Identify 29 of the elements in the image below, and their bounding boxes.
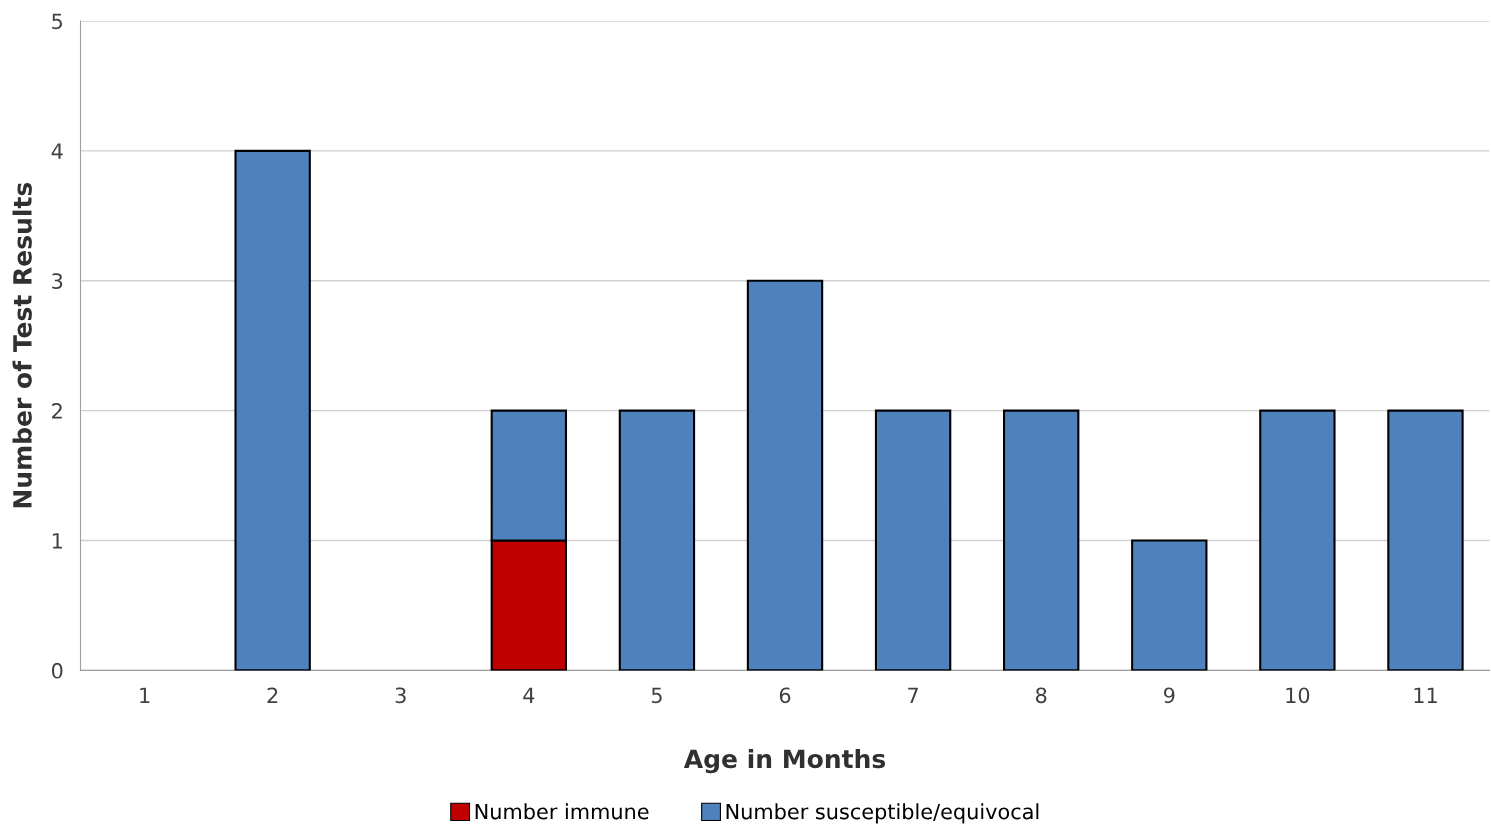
x-tick-label: 9 [1163, 687, 1175, 704]
x-tick-label: 11 [1414, 687, 1437, 703]
x-tick-label: 1 [140, 687, 150, 703]
x-tick-label: 4 [523, 687, 535, 703]
bar [1003, 409, 1080, 671]
x-tick-label: 3 [395, 687, 406, 704]
y-tick-label: 1 [52, 533, 62, 549]
y-tick-label: 5 [52, 13, 63, 30]
bar [618, 409, 696, 671]
bar [234, 149, 311, 671]
x-tick-label: 5 [651, 687, 662, 704]
bar [746, 279, 824, 671]
x-tick-label: 8 [1035, 687, 1047, 704]
bar [874, 409, 952, 671]
bar [1387, 409, 1464, 671]
legend-label: Number immune [475, 803, 649, 820]
y-tick-label: 2 [52, 403, 62, 419]
y-axis-title: Number of Test Results [12, 182, 32, 508]
x-tick-label: 6 [779, 687, 791, 704]
y-tick-label: 3 [52, 273, 63, 289]
y-tick-label: 0 [51, 662, 63, 679]
x-axis-title: Age in Months [683, 748, 886, 774]
x-tick-label: 7 [908, 687, 918, 703]
bar [1131, 539, 1208, 671]
bar [1259, 409, 1336, 671]
y-tick-label: 4 [51, 143, 63, 159]
x-tick-label: 10 [1286, 687, 1310, 704]
x-tick-label: 2 [267, 687, 278, 703]
legend-label: Number susceptible/equivocal [726, 803, 1039, 824]
